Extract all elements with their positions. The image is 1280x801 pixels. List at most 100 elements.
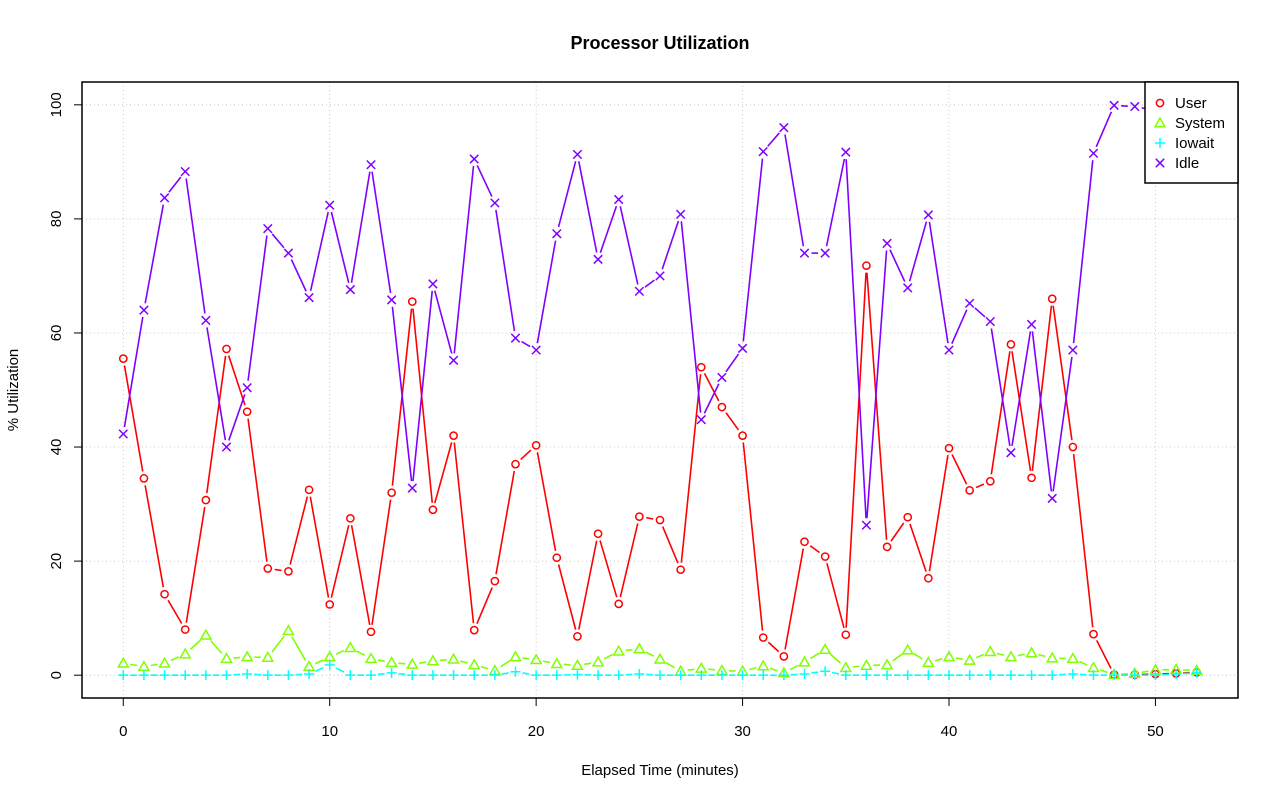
y-tick-label: 20 xyxy=(48,553,65,570)
system-line-segment xyxy=(315,659,324,665)
idle-point xyxy=(221,442,232,452)
iowait-point xyxy=(489,670,500,681)
user-line-segment xyxy=(990,351,1011,475)
user-line-segment xyxy=(975,483,985,489)
system-point xyxy=(922,656,935,668)
system-point xyxy=(344,641,357,653)
user-line-segment xyxy=(661,526,679,564)
idle-line-segment xyxy=(974,307,986,318)
user-point xyxy=(366,627,376,637)
user-line-segment xyxy=(520,449,532,461)
iowait-point xyxy=(696,670,707,681)
user-line-segment xyxy=(646,516,654,520)
iowait-point xyxy=(407,670,418,681)
user-line-segment xyxy=(826,563,845,629)
iowait-point xyxy=(655,670,665,681)
system-point xyxy=(137,660,151,672)
system-line-segment xyxy=(789,664,799,671)
legend-iowait-label: Iowait xyxy=(1175,135,1215,152)
idle-line-segment xyxy=(557,161,577,228)
idle-point xyxy=(799,248,810,258)
user-point xyxy=(903,512,913,522)
idle-line-segment xyxy=(866,250,888,519)
iowait-point xyxy=(448,670,459,681)
idle-point xyxy=(923,210,934,220)
user-point xyxy=(614,599,624,609)
idle-point xyxy=(180,166,190,177)
idle-point xyxy=(902,283,913,293)
iowait-point xyxy=(820,666,831,677)
idle-point xyxy=(510,333,521,343)
iowait-point xyxy=(1129,670,1140,681)
idle-line-segment xyxy=(742,158,764,342)
iowait-point xyxy=(737,670,748,681)
idle-line-segment xyxy=(330,211,350,284)
system-point xyxy=(199,628,213,640)
idle-point xyxy=(655,271,665,281)
system-point xyxy=(447,652,460,664)
idle-line-segment xyxy=(661,220,680,270)
system-line-segment xyxy=(170,656,180,662)
data-series xyxy=(116,100,1204,681)
user-point xyxy=(552,553,562,563)
user-point xyxy=(201,495,211,505)
user-line-segment xyxy=(951,454,968,485)
iowait-point xyxy=(345,670,356,681)
idle-line-segment xyxy=(644,279,655,288)
user-point xyxy=(1089,629,1098,639)
system-line-segment xyxy=(150,663,158,667)
iowait-line-segment xyxy=(831,671,840,675)
idle-point xyxy=(1026,319,1037,330)
user-point xyxy=(862,261,871,271)
user-point xyxy=(160,589,169,599)
iowait-point xyxy=(366,670,376,681)
idle-point xyxy=(779,122,789,133)
idle-point xyxy=(634,286,645,297)
user-line-segment xyxy=(227,355,246,406)
system-line-segment xyxy=(291,636,307,661)
series-iowait xyxy=(118,659,1202,681)
iowait-point xyxy=(1026,670,1037,681)
system-line-segment xyxy=(603,653,613,660)
plot-frame xyxy=(81,81,1239,699)
system-line-segment xyxy=(1038,653,1046,658)
user-line-segment xyxy=(495,470,516,575)
user-point xyxy=(924,573,933,583)
idle-line-segment xyxy=(144,204,165,304)
iowait-line-segment xyxy=(315,667,324,672)
idle-line-segment xyxy=(1095,111,1113,148)
user-line-segment xyxy=(330,524,350,598)
system-point xyxy=(426,654,440,666)
legend-idle-marker xyxy=(1155,158,1165,168)
legend: User System Iowait Idle xyxy=(1144,81,1239,184)
system-line-segment xyxy=(708,668,716,671)
iowait-point xyxy=(882,670,893,681)
idle-point xyxy=(263,223,273,234)
system-line-segment xyxy=(852,665,860,668)
system-line-segment xyxy=(335,649,345,655)
x-axis-label: Elapsed Time (minutes) xyxy=(581,762,739,779)
system-line-segment xyxy=(419,661,427,664)
system-point xyxy=(282,624,295,636)
system-line-segment xyxy=(522,657,530,660)
idle-point xyxy=(1006,448,1016,458)
user-line-segment xyxy=(1072,453,1094,628)
y-axis-label: % Utilization xyxy=(5,349,22,432)
system-point xyxy=(220,652,233,664)
user-point xyxy=(965,486,974,495)
x-tick-label: 0 xyxy=(119,723,127,740)
idle-point xyxy=(882,238,892,249)
x-tick-label: 40 xyxy=(941,723,958,740)
user-point xyxy=(573,632,582,641)
iowait-point xyxy=(1150,670,1161,681)
system-point xyxy=(405,657,419,669)
system-line-segment xyxy=(377,659,385,663)
idle-line-segment xyxy=(168,176,182,193)
user-line-segment xyxy=(578,540,598,630)
user-line-segment xyxy=(144,485,165,588)
user-point xyxy=(346,513,355,523)
user-point xyxy=(800,537,809,547)
user-line-segment xyxy=(1031,305,1053,471)
system-point xyxy=(323,650,337,662)
user-point xyxy=(407,297,417,306)
